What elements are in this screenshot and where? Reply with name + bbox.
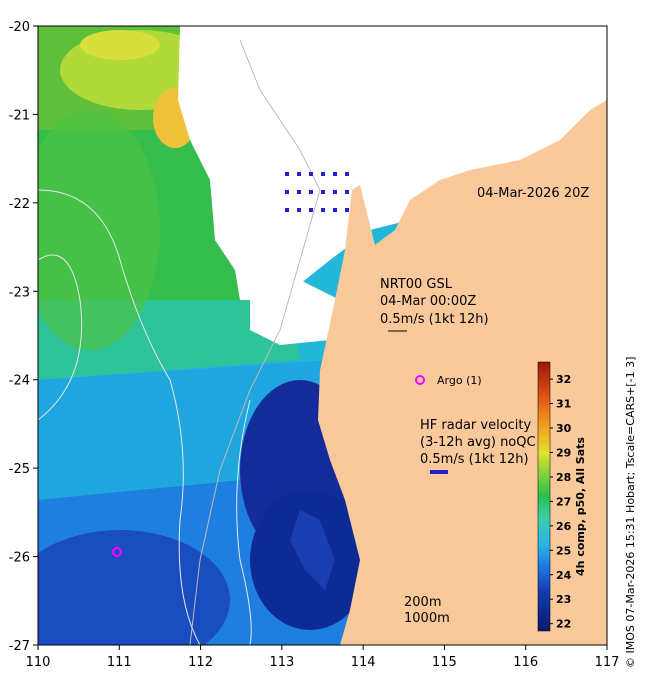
depth-200-label: 200m: [404, 595, 441, 610]
x-tick-label: 113: [269, 655, 294, 670]
colorbar-tick-label: 28: [556, 471, 571, 484]
hf-scale-arrow: [430, 470, 448, 474]
y-tick-label: -24: [9, 374, 30, 389]
gsl-title: NRT00 GSL: [380, 277, 453, 292]
colorbar-tick-label: 30: [556, 422, 572, 435]
argo-float-marker: [112, 547, 122, 557]
plot-frame: [37, 25, 608, 646]
y-tick-label: -26: [9, 551, 30, 566]
x-tick-label: 117: [595, 655, 620, 670]
colorbar-tick-label: 32: [556, 373, 571, 386]
colorbar-tick-label: 24: [556, 569, 572, 582]
y-tick-label: -23: [9, 285, 30, 300]
colorbar-tick-label: 22: [556, 618, 571, 631]
x-tick-label: 112: [188, 655, 213, 670]
sst-field: [38, 26, 607, 645]
datetime-label: 04-Mar-2026 20Z: [477, 186, 589, 201]
hf-title: HF radar velocity: [420, 418, 532, 433]
depth-1000-label: 1000m: [404, 611, 450, 626]
colorbar-tick-label: 26: [556, 520, 572, 533]
x-tick-label: 115: [432, 655, 457, 670]
credit-text: © IMOS 07-Mar-2026 15:31 Hobart; Tscale=…: [624, 356, 637, 668]
x-tick-label: 116: [513, 655, 538, 670]
x-tick-label: 114: [351, 655, 376, 670]
x-tick-label: 111: [107, 655, 132, 670]
gsl-time: 04-Mar 00:00Z: [380, 294, 476, 309]
y-tick-label: -21: [9, 108, 30, 123]
y-tick-label: -25: [9, 462, 30, 477]
x-axis-ticks: 110 111 112 113 114 115 116 117: [26, 645, 620, 670]
hf-scale: 0.5m/s (1kt 12h): [420, 452, 529, 467]
colorbar-tick-label: 31: [556, 398, 571, 411]
colorbar-title: 4h comp, p50, All Sats: [574, 437, 587, 576]
hf-avg: (3-12h avg) noQC: [420, 435, 536, 450]
colorbar-tick-label: 29: [556, 446, 571, 459]
colorbar-tick-label: 23: [556, 593, 571, 606]
colorbar-tick-label: 27: [556, 495, 571, 508]
y-tick-label: -20: [9, 20, 30, 35]
y-tick-label: -22: [9, 197, 30, 212]
colorbar-tick-label: 25: [556, 544, 571, 557]
argo-label: Argo (1): [437, 374, 482, 387]
land-mass: [318, 100, 607, 645]
gsl-scale: 0.5m/s (1kt 12h): [380, 312, 489, 327]
y-tick-label: -27: [9, 639, 30, 654]
y-axis-ticks: -20 -21 -22 -23 -24 -25 -26 -27: [9, 20, 38, 654]
colorbar-ticks: 32 31 30 29 28 27 26 25 24 23 22: [550, 373, 572, 631]
x-tick-label: 110: [26, 655, 51, 670]
argo-legend-marker: [415, 375, 425, 385]
colorbar: [537, 361, 551, 632]
